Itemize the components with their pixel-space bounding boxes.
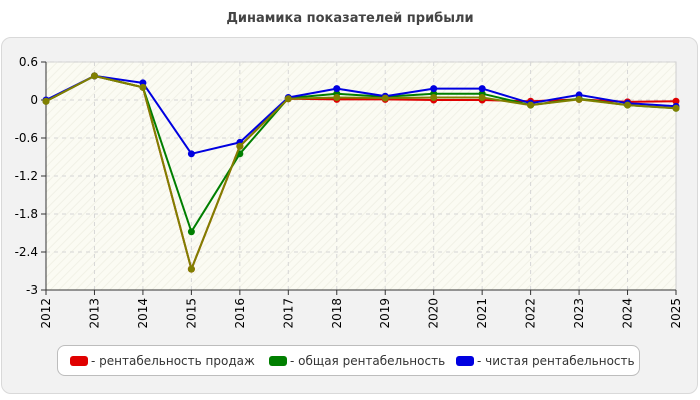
x-tick-label: 2018 xyxy=(330,298,344,329)
data-point xyxy=(187,150,195,158)
series-group xyxy=(42,72,680,273)
x-tick-label: 2020 xyxy=(427,298,441,329)
data-point xyxy=(187,265,195,273)
x-tick-label: 2024 xyxy=(621,298,635,329)
data-point xyxy=(575,95,583,103)
data-point xyxy=(236,142,244,150)
legend-label-total: - общая рентабельность xyxy=(290,354,446,368)
data-point xyxy=(381,94,389,102)
data-point xyxy=(527,101,535,109)
y-tick-label: -0.6 xyxy=(15,131,38,145)
data-point xyxy=(333,85,341,93)
legend-label-sales: - рентабельность продаж xyxy=(91,354,255,368)
data-point xyxy=(672,97,680,105)
x-tick-label: 2015 xyxy=(184,298,198,329)
grid-lines xyxy=(46,61,676,291)
series-line xyxy=(45,74,677,271)
x-tick-label: 2025 xyxy=(669,298,683,329)
x-tick-label: 2019 xyxy=(378,298,392,329)
data-point xyxy=(284,95,292,103)
x-tick-label: 2021 xyxy=(475,298,489,329)
data-point xyxy=(478,85,486,93)
legend-swatch-net xyxy=(456,356,474,366)
legend-item-net-profitability: - чистая рентабельность xyxy=(456,353,635,369)
legend-label-net: - чистая рентабельность xyxy=(477,354,635,368)
legend-item-total-profitability: - общая рентабельность xyxy=(269,353,445,369)
legend-item-sales-profitability: - рентабельность продаж xyxy=(70,353,255,369)
x-tick-label: 2017 xyxy=(281,298,295,329)
data-point xyxy=(478,93,486,101)
chart-title: Динамика показателей прибыли xyxy=(226,11,474,26)
data-point xyxy=(430,93,438,101)
series-layer xyxy=(42,72,680,273)
data-point xyxy=(90,72,98,80)
x-tick-label: 2022 xyxy=(524,298,538,329)
y-tick-label: -2.4 xyxy=(15,245,38,259)
chart-legend: - рентабельность продаж - общая рентабел… xyxy=(57,345,640,376)
x-tick-label: 2016 xyxy=(233,298,247,329)
x-tick-label: 2023 xyxy=(572,298,586,329)
x-tick-label: 2014 xyxy=(136,298,150,329)
data-point xyxy=(430,85,438,93)
series-line xyxy=(45,74,677,155)
data-point xyxy=(333,93,341,101)
data-point xyxy=(187,228,195,236)
legend-swatch-total xyxy=(269,356,287,366)
legend-swatch-sales xyxy=(70,356,88,366)
y-tick-label: 0.6 xyxy=(19,55,38,69)
y-tick-label: -1.2 xyxy=(15,169,38,183)
data-point xyxy=(42,97,50,105)
data-point xyxy=(139,83,147,91)
data-point xyxy=(624,101,632,109)
y-tick-label: -1.8 xyxy=(15,207,38,221)
data-point xyxy=(672,104,680,112)
y-tick-label: -3 xyxy=(26,283,38,297)
x-tick-label: 2013 xyxy=(87,298,101,329)
y-tick-label: 0 xyxy=(30,93,38,107)
x-tick-label: 2012 xyxy=(39,298,53,329)
